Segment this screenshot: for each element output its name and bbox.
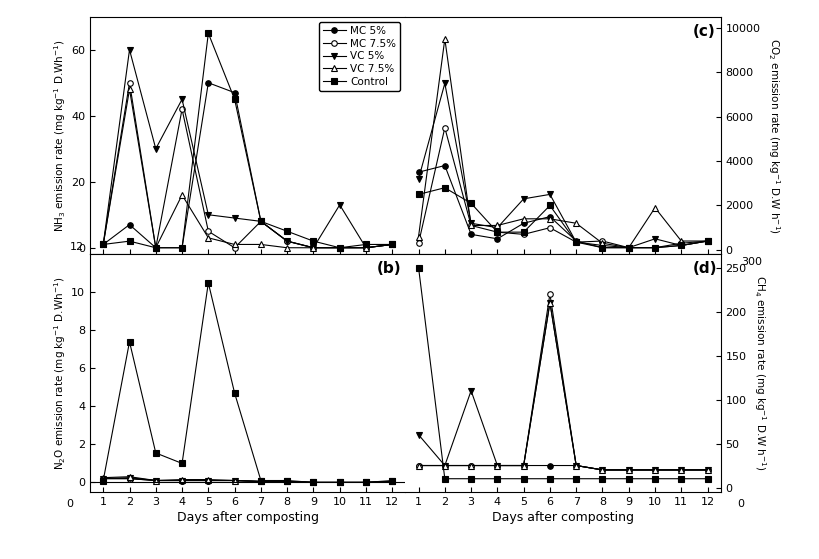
Text: 300: 300 — [741, 257, 762, 267]
Legend: MC 5%, MC 7.5%, VC 5%, VC 7.5%, Control: MC 5%, MC 7.5%, VC 5%, VC 7.5%, Control — [319, 22, 400, 91]
Text: (b): (b) — [377, 262, 401, 277]
Text: 0: 0 — [738, 499, 744, 509]
Text: 0: 0 — [66, 499, 73, 509]
Text: (d): (d) — [692, 262, 717, 277]
Text: 12: 12 — [70, 242, 84, 252]
Text: (c): (c) — [692, 24, 715, 39]
Y-axis label: NH$_3$ emission rate (mg kg$^{-1}$ D.Wh$^{-1}$): NH$_3$ emission rate (mg kg$^{-1}$ D.Wh$… — [52, 39, 68, 232]
X-axis label: Days after composting: Days after composting — [177, 511, 319, 524]
Y-axis label: CH$_4$ emission rate (mg kg$^{-1}$ D.W h$^{-1}$): CH$_4$ emission rate (mg kg$^{-1}$ D.W h… — [753, 275, 768, 471]
Y-axis label: N$_2$O emission rate (mg kg$^{-1}$ D.Wh$^{-1}$): N$_2$O emission rate (mg kg$^{-1}$ D.Wh$… — [52, 277, 69, 470]
X-axis label: Days after composting: Days after composting — [492, 511, 634, 524]
Text: (a): (a) — [377, 24, 401, 39]
Y-axis label: CO$_2$ emission rate (mg kg$^{-1}$ D.W h$^{-1}$): CO$_2$ emission rate (mg kg$^{-1}$ D.W h… — [766, 37, 782, 234]
